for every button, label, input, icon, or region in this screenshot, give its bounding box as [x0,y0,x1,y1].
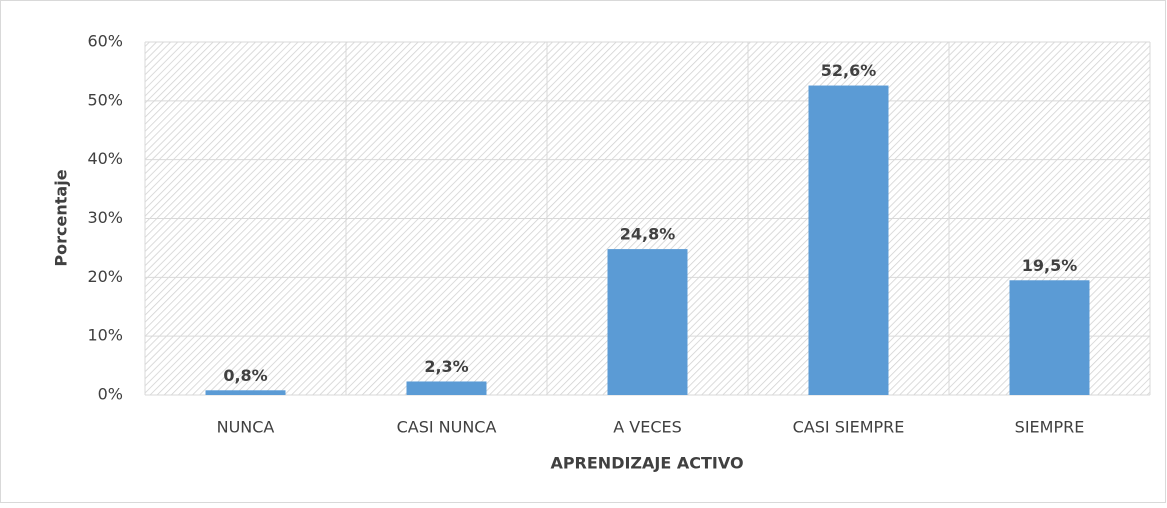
x-tick-label: NUNCA [217,418,275,437]
y-tick-label: 20% [87,267,123,286]
data-label: 52,6% [821,61,877,80]
bar [205,390,286,395]
y-tick-label: 60% [87,32,123,51]
y-tick-label: 0% [98,385,123,404]
y-tick-label: 30% [87,208,123,227]
data-label: 19,5% [1022,256,1078,275]
x-axis-title: APRENDIZAJE ACTIVO [550,454,743,473]
y-tick-label: 40% [87,149,123,168]
bar [1009,280,1090,395]
data-label: 24,8% [620,225,676,244]
x-tick-label: SIEMPRE [1015,418,1085,437]
x-tick-label: CASI SIEMPRE [793,418,905,437]
y-tick-label: 50% [87,90,123,109]
bar [607,249,688,395]
data-label: 2,3% [424,357,468,376]
y-tick-label: 10% [87,326,123,345]
data-label: 0,8% [223,366,267,385]
x-tick-label: CASI NUNCA [397,418,497,437]
y-axis-title: Porcentaje [52,169,71,266]
x-tick-label: A VECES [613,418,682,437]
bar [808,85,889,395]
bar [406,381,487,395]
